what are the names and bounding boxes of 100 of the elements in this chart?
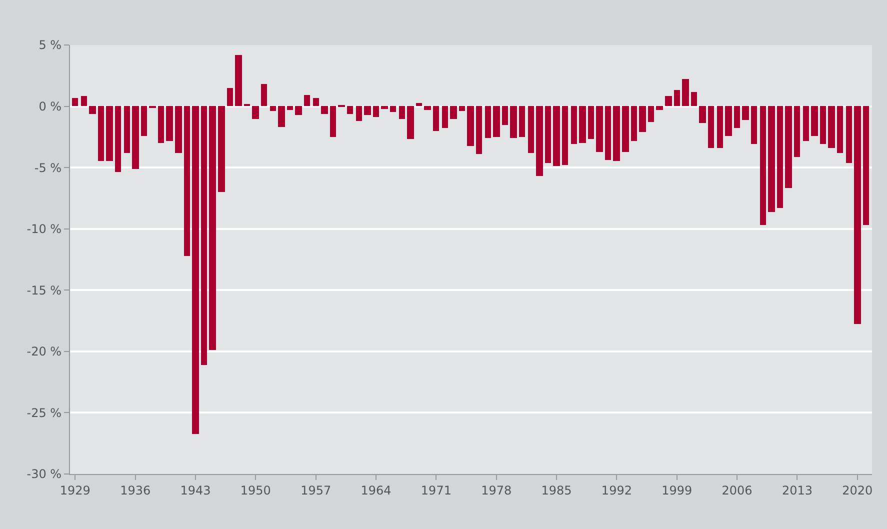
x-tick-label: 1943 xyxy=(180,483,211,498)
bar xyxy=(820,106,826,144)
bar xyxy=(656,106,663,110)
y-tick-label: 0 % xyxy=(38,99,62,114)
y-tick-label: -10 % xyxy=(26,222,62,236)
bar xyxy=(485,106,491,138)
bar xyxy=(424,106,431,110)
y-tick-label: -20 % xyxy=(26,344,62,359)
bar xyxy=(639,106,646,132)
bar xyxy=(330,106,336,137)
bar xyxy=(588,106,594,139)
bar xyxy=(562,106,568,165)
x-tick-label: 1957 xyxy=(300,483,332,498)
bar xyxy=(347,106,353,114)
bar xyxy=(115,106,121,172)
bar xyxy=(252,106,259,119)
bar xyxy=(235,55,242,106)
x-tick-label: 1936 xyxy=(120,483,151,498)
bar xyxy=(665,96,672,106)
bar xyxy=(846,106,852,163)
bar xyxy=(742,106,749,120)
bar xyxy=(674,90,680,106)
bar xyxy=(381,106,388,109)
bar xyxy=(725,106,732,136)
x-tick-label: 1978 xyxy=(481,483,512,498)
bar xyxy=(734,106,740,128)
bar xyxy=(433,106,439,131)
bar xyxy=(596,106,603,152)
bar xyxy=(545,106,551,163)
bar xyxy=(442,106,448,128)
bar xyxy=(571,106,577,144)
bar xyxy=(175,106,182,153)
bar xyxy=(760,106,766,225)
bar xyxy=(407,106,414,139)
bar xyxy=(72,98,78,106)
bar xyxy=(837,106,843,153)
bar xyxy=(321,106,328,114)
bar xyxy=(106,106,113,161)
bar xyxy=(450,106,457,119)
bar xyxy=(89,106,96,114)
bar xyxy=(218,106,225,192)
bar xyxy=(287,106,293,110)
bar xyxy=(356,106,362,121)
x-tick-label: 1992 xyxy=(601,483,632,498)
bar xyxy=(682,79,689,106)
bar xyxy=(828,106,835,148)
bar xyxy=(502,106,508,125)
bar xyxy=(622,106,629,152)
bar xyxy=(364,106,371,115)
x-tick-label: 2020 xyxy=(842,483,873,498)
bar xyxy=(192,106,199,434)
bar xyxy=(261,84,267,106)
bar xyxy=(751,106,757,144)
bar xyxy=(493,106,500,137)
bar xyxy=(295,106,302,115)
bar xyxy=(528,106,534,153)
bar xyxy=(278,106,285,127)
bar xyxy=(166,106,173,141)
bar xyxy=(227,88,233,106)
bar xyxy=(785,106,792,188)
bar xyxy=(98,106,104,161)
y-tick-label: -30 % xyxy=(26,467,62,482)
x-tick-label: 2013 xyxy=(782,483,812,498)
bar xyxy=(81,96,87,106)
bar xyxy=(631,106,637,141)
bar xyxy=(390,106,396,112)
bar xyxy=(717,106,723,148)
bar xyxy=(459,106,465,111)
x-tick-label: 1929 xyxy=(60,483,90,498)
bar xyxy=(777,106,783,208)
bar xyxy=(313,98,319,106)
bar xyxy=(605,106,611,160)
bar xyxy=(416,103,422,106)
bar xyxy=(863,106,869,225)
x-tick-label: 1971 xyxy=(420,483,452,498)
bar xyxy=(124,106,130,153)
bar xyxy=(209,106,216,350)
bar xyxy=(699,106,706,123)
y-tick-label: 5 % xyxy=(38,38,62,52)
bar xyxy=(519,106,525,137)
x-tick-label: 1950 xyxy=(240,483,271,498)
y-tick-label: -5 % xyxy=(34,160,62,175)
bar xyxy=(373,106,379,117)
bar xyxy=(691,92,697,106)
bar xyxy=(184,106,190,256)
bar xyxy=(811,106,818,136)
x-tick-label: 1964 xyxy=(360,483,392,498)
bar xyxy=(270,106,276,111)
bar xyxy=(510,106,517,138)
bar xyxy=(794,106,800,157)
bar xyxy=(132,106,139,169)
bar xyxy=(467,106,474,146)
bar xyxy=(768,106,775,212)
bar xyxy=(708,106,714,148)
y-tick-label: -25 % xyxy=(26,406,62,420)
x-tick-label: 1985 xyxy=(541,483,572,498)
x-tick-label: 1999 xyxy=(662,483,692,498)
bar xyxy=(803,106,809,141)
bar xyxy=(304,95,310,106)
y-tick-label: -15 % xyxy=(26,283,62,298)
